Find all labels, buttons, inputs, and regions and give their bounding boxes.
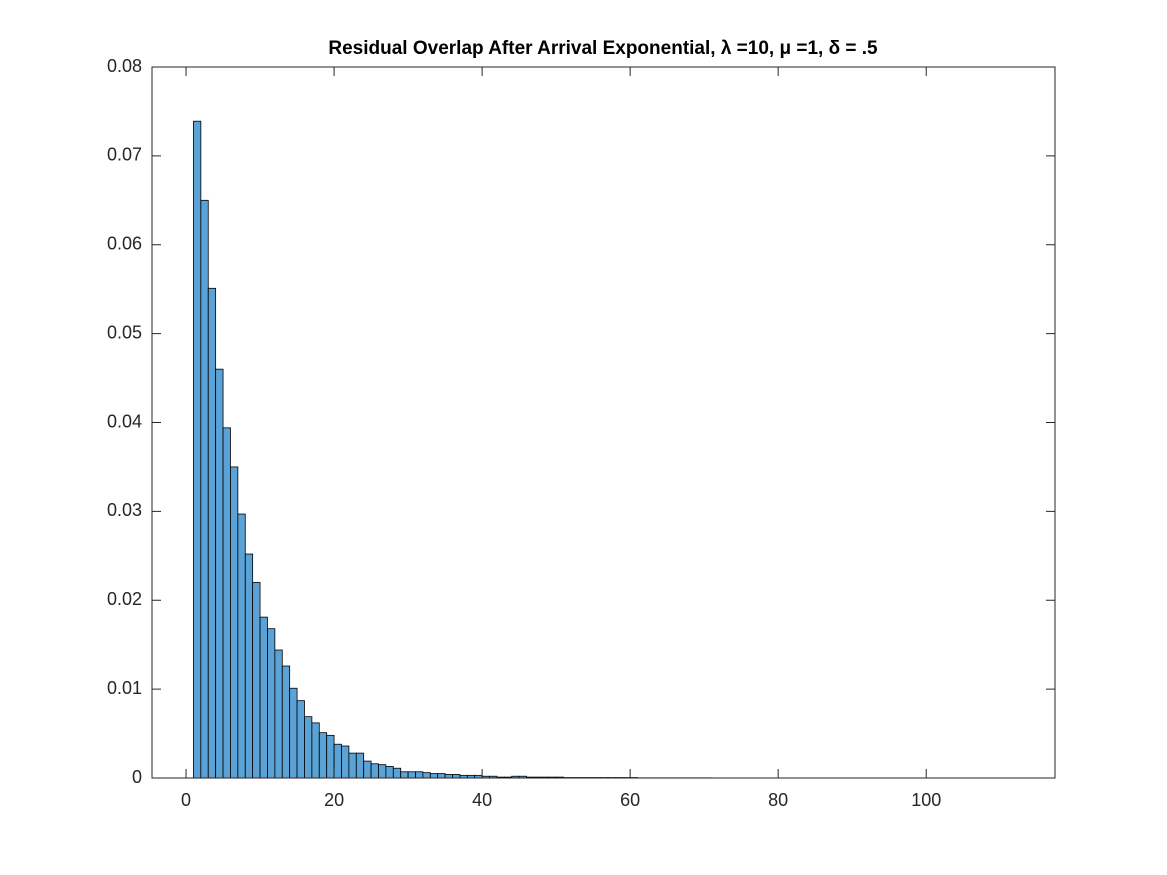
bar (207, 287, 217, 779)
bar (385, 766, 394, 779)
bar (333, 743, 342, 779)
y-tick-label: 0.03 (107, 500, 142, 520)
bar (304, 716, 313, 779)
bar (452, 774, 461, 779)
x-tick-label: 20 (324, 790, 344, 810)
y-tick-label: 0.05 (107, 322, 142, 342)
y-tick-label: 0.01 (107, 678, 142, 698)
bar (378, 764, 387, 779)
bar (392, 767, 402, 779)
bar (355, 752, 365, 779)
bar (407, 771, 416, 779)
y-tick-label: 0.06 (107, 234, 142, 254)
bar (230, 466, 239, 779)
bar (296, 700, 305, 779)
x-tick-label: 40 (472, 790, 492, 810)
bar (341, 745, 350, 779)
x-tick-label: 100 (911, 790, 941, 810)
bar (370, 763, 379, 779)
bar (222, 427, 231, 779)
bar (415, 771, 424, 779)
bar (400, 771, 409, 779)
bar (200, 199, 209, 779)
bar (437, 773, 446, 779)
x-tick-label: 80 (768, 790, 788, 810)
bar (363, 760, 372, 779)
bar (244, 553, 254, 779)
bar (259, 616, 268, 779)
bar (444, 774, 453, 779)
bar (281, 665, 291, 779)
bar (348, 752, 357, 779)
bar (267, 628, 276, 779)
bar (237, 513, 246, 779)
y-tick-label: 0.07 (107, 145, 142, 165)
bar (252, 582, 261, 779)
y-tick-label: 0.04 (107, 411, 142, 431)
x-tick-label: 60 (620, 790, 640, 810)
y-tick-label: 0.02 (107, 589, 142, 609)
bar (318, 732, 328, 779)
bar (274, 649, 283, 779)
bar (326, 734, 335, 779)
y-tick-label: 0 (132, 767, 142, 787)
bar (215, 368, 224, 779)
bar (422, 772, 431, 779)
y-tick-label: 0.08 (107, 56, 142, 76)
bar (193, 120, 202, 779)
bar (311, 722, 320, 779)
chart-title: Residual Overlap After Arrival Exponenti… (328, 38, 878, 59)
bar (429, 773, 439, 779)
bar (289, 687, 298, 779)
x-tick-label: 0 (181, 790, 191, 810)
